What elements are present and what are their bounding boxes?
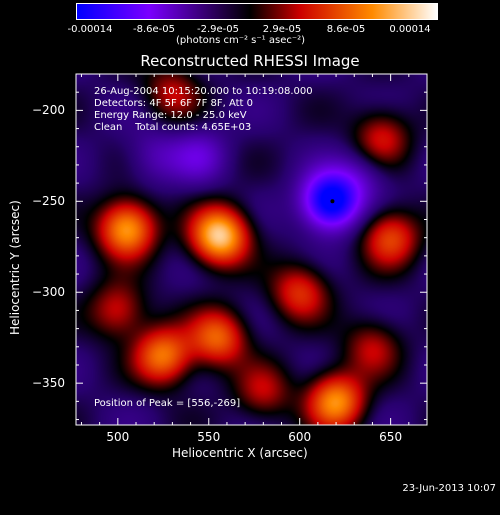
colorbar-tick-label: 2.9e-05 [262,24,302,35]
heatmap-image[interactable] [76,74,427,425]
plot-frame [75,73,428,426]
colorbar-tick-label: 8.6e-05 [326,24,366,35]
info-time: 26-Aug-2004 10:15:20.000 to 10:19:08.000 [94,86,313,97]
x-tick-label: 550 [197,430,221,444]
plot-axes [75,73,428,426]
chart-title: Reconstructed RHESSI Image [140,52,360,70]
info-energy: Energy Range: 12.0 - 25.0 keV [94,110,247,121]
colorbar-tick-label: -2.9e-05 [197,24,239,35]
info-peak-position: Position of Peak = [556,-269] [94,398,241,409]
colorbar-tick-label: 0.00014 [389,24,431,35]
colorbar-units: (photons cm⁻² s⁻¹ asec⁻²) [176,35,306,46]
y-tick-label: −300 [32,285,65,300]
x-tick-label: 600 [288,430,312,444]
footer-timestamp: 23-Jun-2013 10:07 [402,483,496,494]
info-detectors: Detectors: 4F 5F 6F 7F 8F, Att 0 [94,98,254,109]
y-tick-label: −200 [32,103,65,118]
colorbar-gradient [77,4,437,19]
x-axis-label: Heliocentric X (arcsec) [172,446,308,460]
info-clean: Clean Total counts: 4.65E+03 [94,122,252,133]
colorbar-tick-label: -8.6e-05 [133,24,175,35]
minimum-marker [330,199,335,204]
x-tick-label: 650 [379,430,403,444]
x-tick-label: 500 [106,430,130,444]
colorbar [76,3,438,20]
colorbar-tick-label: -0.00014 [67,24,113,35]
y-axis-label: Heliocentric Y (arcsec) [8,200,22,335]
y-tick-label: −350 [32,376,65,391]
y-tick-label: −250 [32,194,65,209]
